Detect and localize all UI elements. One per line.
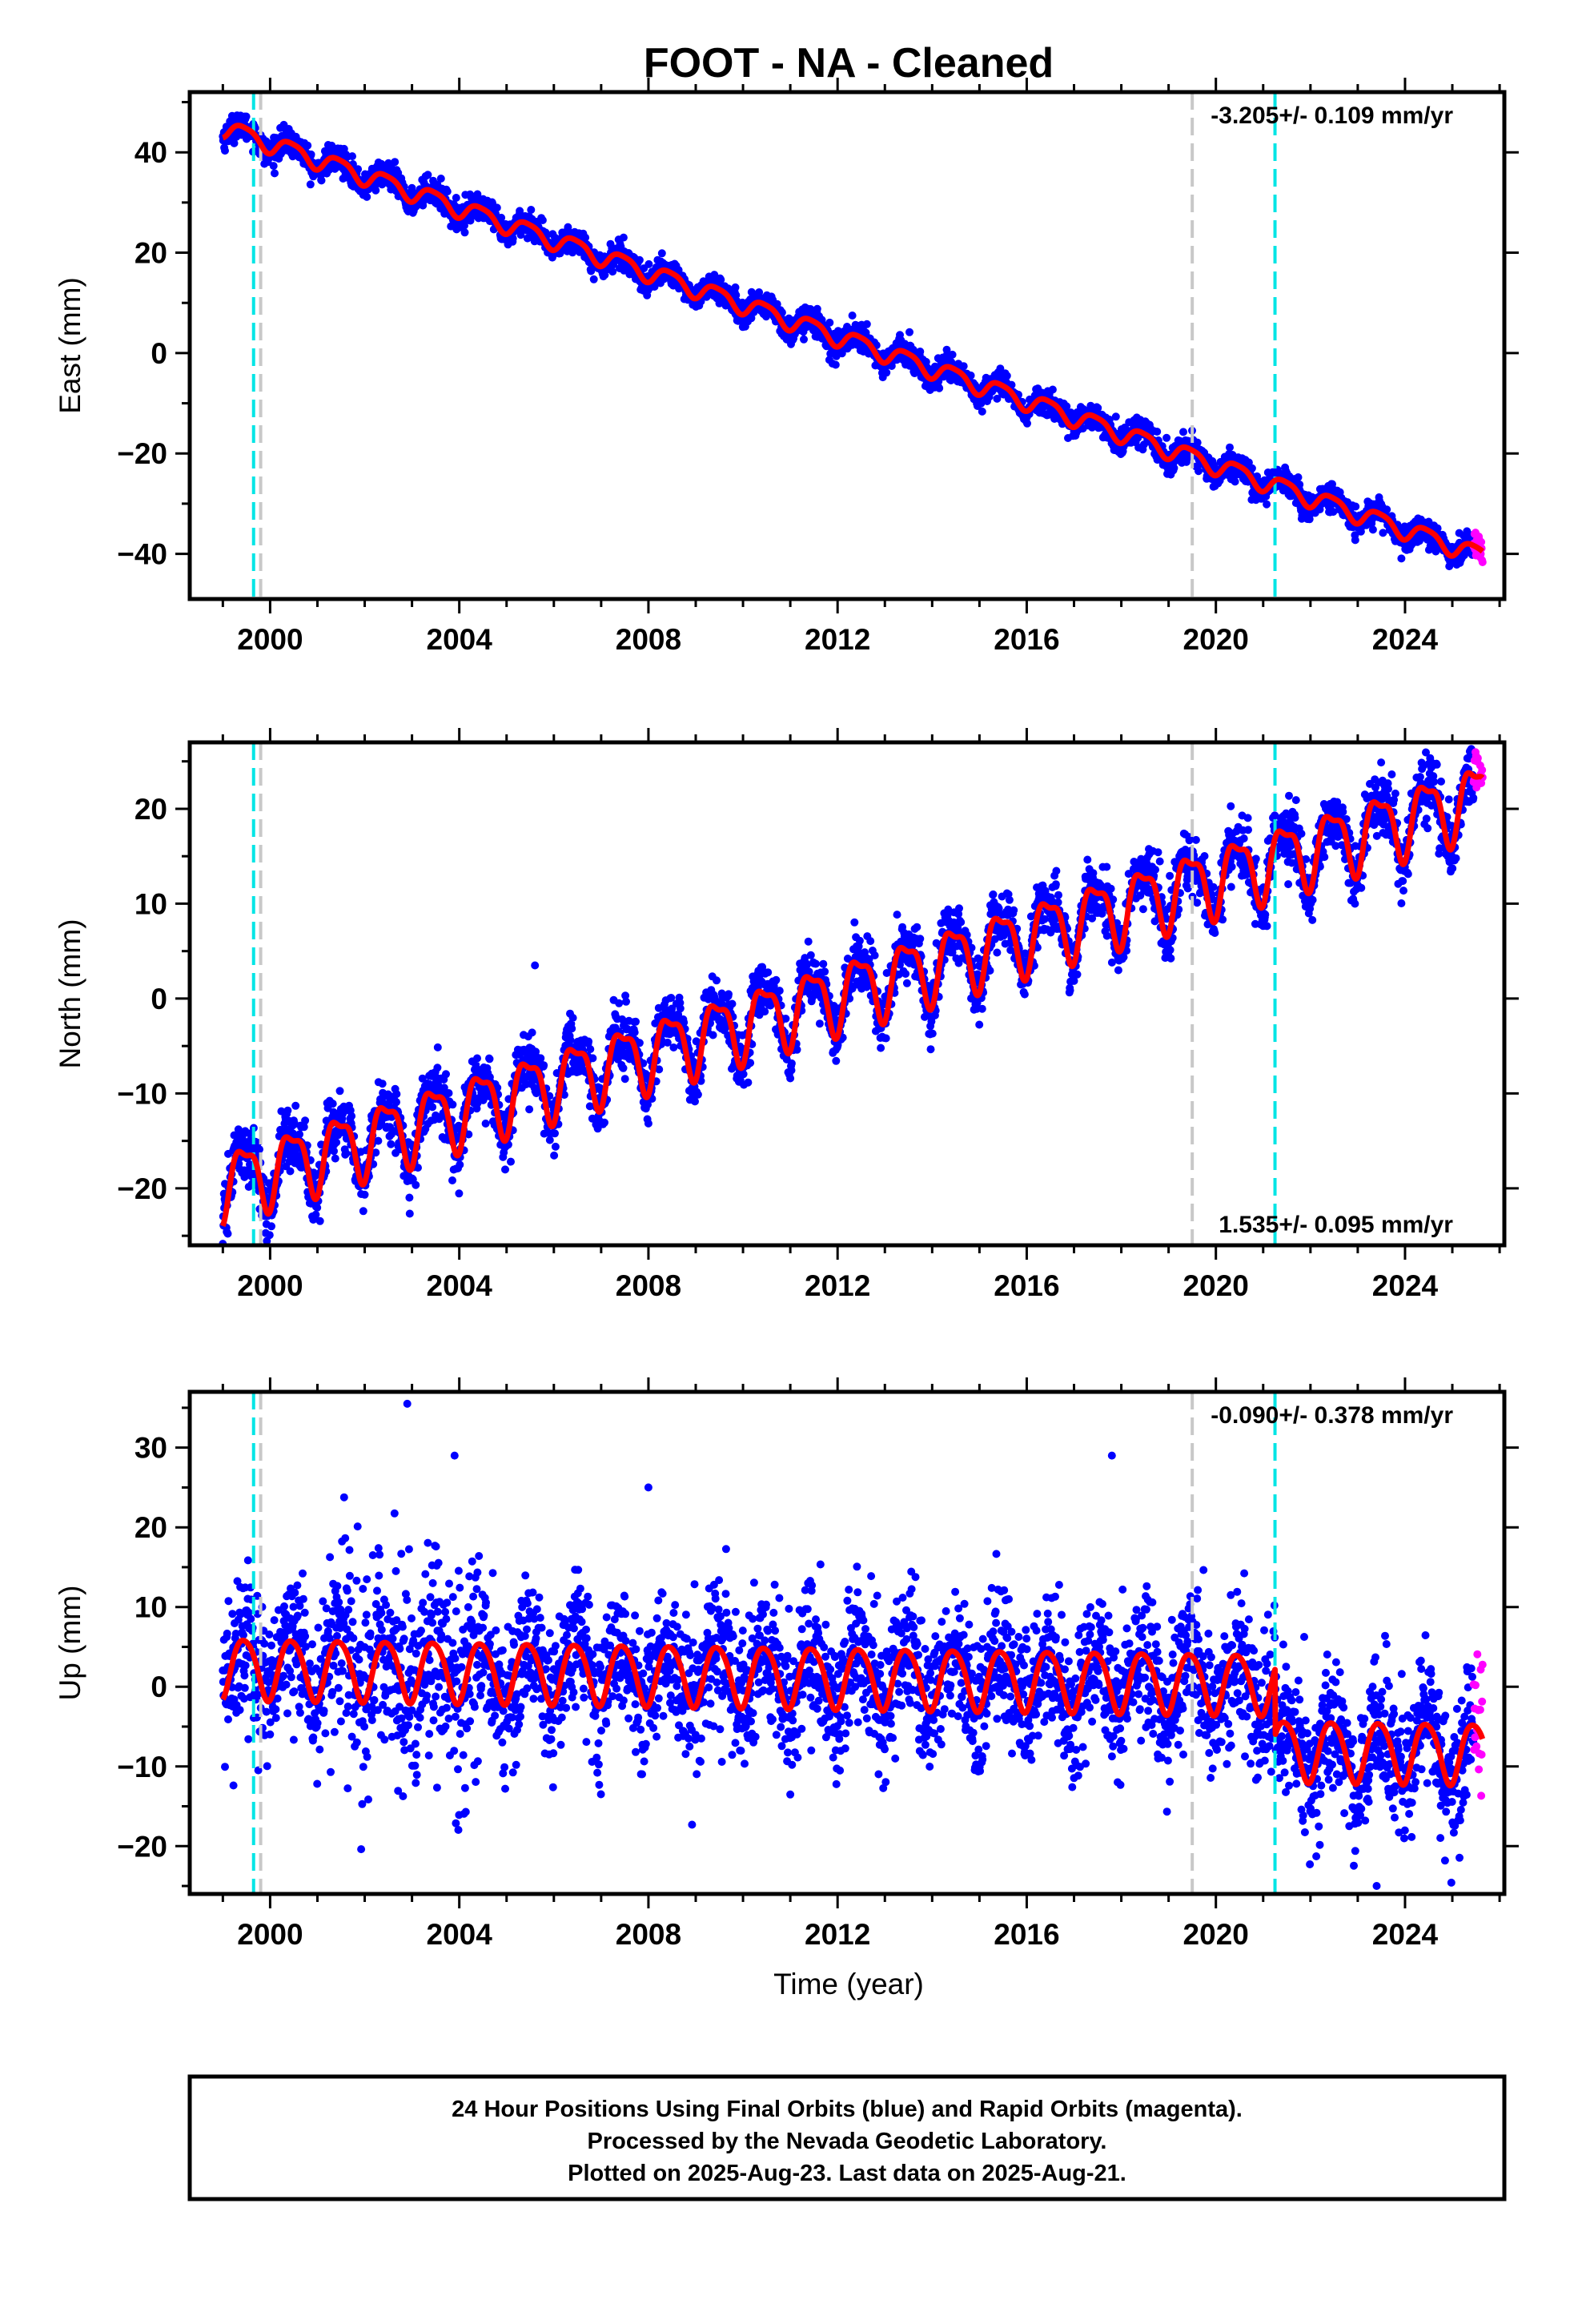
up-axes: 2000 2004 2008 2012 2016 2020 2024 −20 −10 0 10 20 3… [117,1377,1519,1951]
north-axes: 2000 2004 2008 2012 2016 2020 2024 −20 −10 0 10 20 [117,728,1519,1302]
east-axis-label: East (mm) [54,277,86,414]
x-tick-label: 2016 [994,623,1059,656]
east-reference-lines [251,92,1277,599]
east-rate-label: -3.205+/- 0.109 mm/yr [1211,103,1453,129]
y-tick-label: 20 [135,1511,167,1544]
model-fit-line [219,770,1485,1228]
x-tick-label: 2008 [616,623,681,656]
figure-title: FOOT - NA - Cleaned [644,40,1054,86]
east-model-curve [220,123,1485,559]
footer-line-3: Plotted on 2025-Aug-23. Last data on 202… [568,2161,1126,2186]
north-model-curve [219,770,1485,1228]
x-tick-label: 2024 [1372,623,1439,656]
footer-border [187,2074,1507,2201]
x-tick-label: 2004 [427,623,493,656]
x-tick-label: 2012 [805,1918,870,1951]
y-tick-label: 10 [135,887,167,920]
y-tick-label: 0 [151,983,167,1015]
x-tick-label: 2008 [616,1918,681,1951]
x-tick-label: 2024 [1372,1269,1439,1302]
plot-frame [187,1389,1507,1896]
y-tick-label: 20 [135,237,167,270]
y-tick-label: 30 [135,1432,167,1465]
up-data-points [219,1399,1487,1890]
y-tick-label: 20 [135,793,167,826]
x-tick-label: 2024 [1372,1918,1439,1951]
rapid-orbit-points [1469,748,1487,792]
plot-frame [187,90,1507,601]
x-tick-label: 2016 [994,1269,1059,1302]
x-tick-label: 2016 [994,1918,1059,1951]
y-tick-label: −20 [117,1172,167,1205]
up-reference-lines [251,1392,1277,1894]
up-axis-label: Up (mm) [54,1586,86,1701]
x-tick-label: 2012 [805,623,870,656]
y-tick-label: −40 [117,538,167,571]
x-tick-label: 2020 [1183,623,1249,656]
x-tick-label: 2000 [237,1918,303,1951]
footer-line-1: 24 Hour Positions Using Final Orbits (bl… [452,2097,1243,2122]
model-fit-line [220,123,1485,559]
up-model-curve [220,1637,1486,1789]
y-tick-label: 0 [151,337,167,370]
final-orbit-points [219,1399,1478,1890]
plot-frame [187,740,1507,1248]
x-tick-label: 2004 [427,1918,493,1951]
footer-line-2: Processed by the Nevada Geodetic Laborat… [588,2129,1107,2154]
x-tick-label: 2004 [427,1269,493,1302]
y-tick-label: 40 [135,136,167,169]
x-tick-label: 2020 [1183,1918,1249,1951]
x-tick-label: 2020 [1183,1269,1249,1302]
north-axis-label: North (mm) [54,919,86,1068]
x-tick-label: 2000 [237,623,303,656]
y-tick-label: −10 [117,1751,167,1783]
east-data-points [219,111,1487,571]
y-tick-label: −20 [117,437,167,470]
final-orbit-points [219,745,1478,1245]
up-rate-label: -0.090+/- 0.378 mm/yr [1211,1402,1453,1429]
final-orbit-points [219,111,1478,571]
model-fit-line [220,1637,1486,1789]
east-panel: 2000 2004 2008 2012 2016 2020 2024−40−2002040 … [54,78,1519,656]
y-tick-label: −10 [117,1077,167,1110]
footer-box: 24 Hour Positions Using Final Orbits (bl… [187,2074,1507,2201]
x-tick-label: 2000 [237,1269,303,1302]
x-axis-label: Time (year) [773,1968,924,2000]
y-tick-label: 0 [151,1671,167,1703]
north-data-points [219,745,1487,1245]
north-panel: 2000 2004 2008 2012 2016 2020 2024−20−1001020 … [54,728,1519,1302]
y-tick-label: 10 [135,1591,167,1624]
y-tick-label: −20 [117,1830,167,1863]
north-rate-label: 1.535+/- 0.095 mm/yr [1219,1212,1453,1238]
up-panel: 2000 2004 2008 2012 2016 2020 2024 −20 −10 0 10 20 3… [54,1377,1519,1951]
x-tick-label: 2008 [616,1269,681,1302]
east-axes: 2000 2004 2008 2012 2016 2020 2024 −40 −20 0 20 40 [117,78,1519,656]
x-tick-label: 2012 [805,1269,870,1302]
